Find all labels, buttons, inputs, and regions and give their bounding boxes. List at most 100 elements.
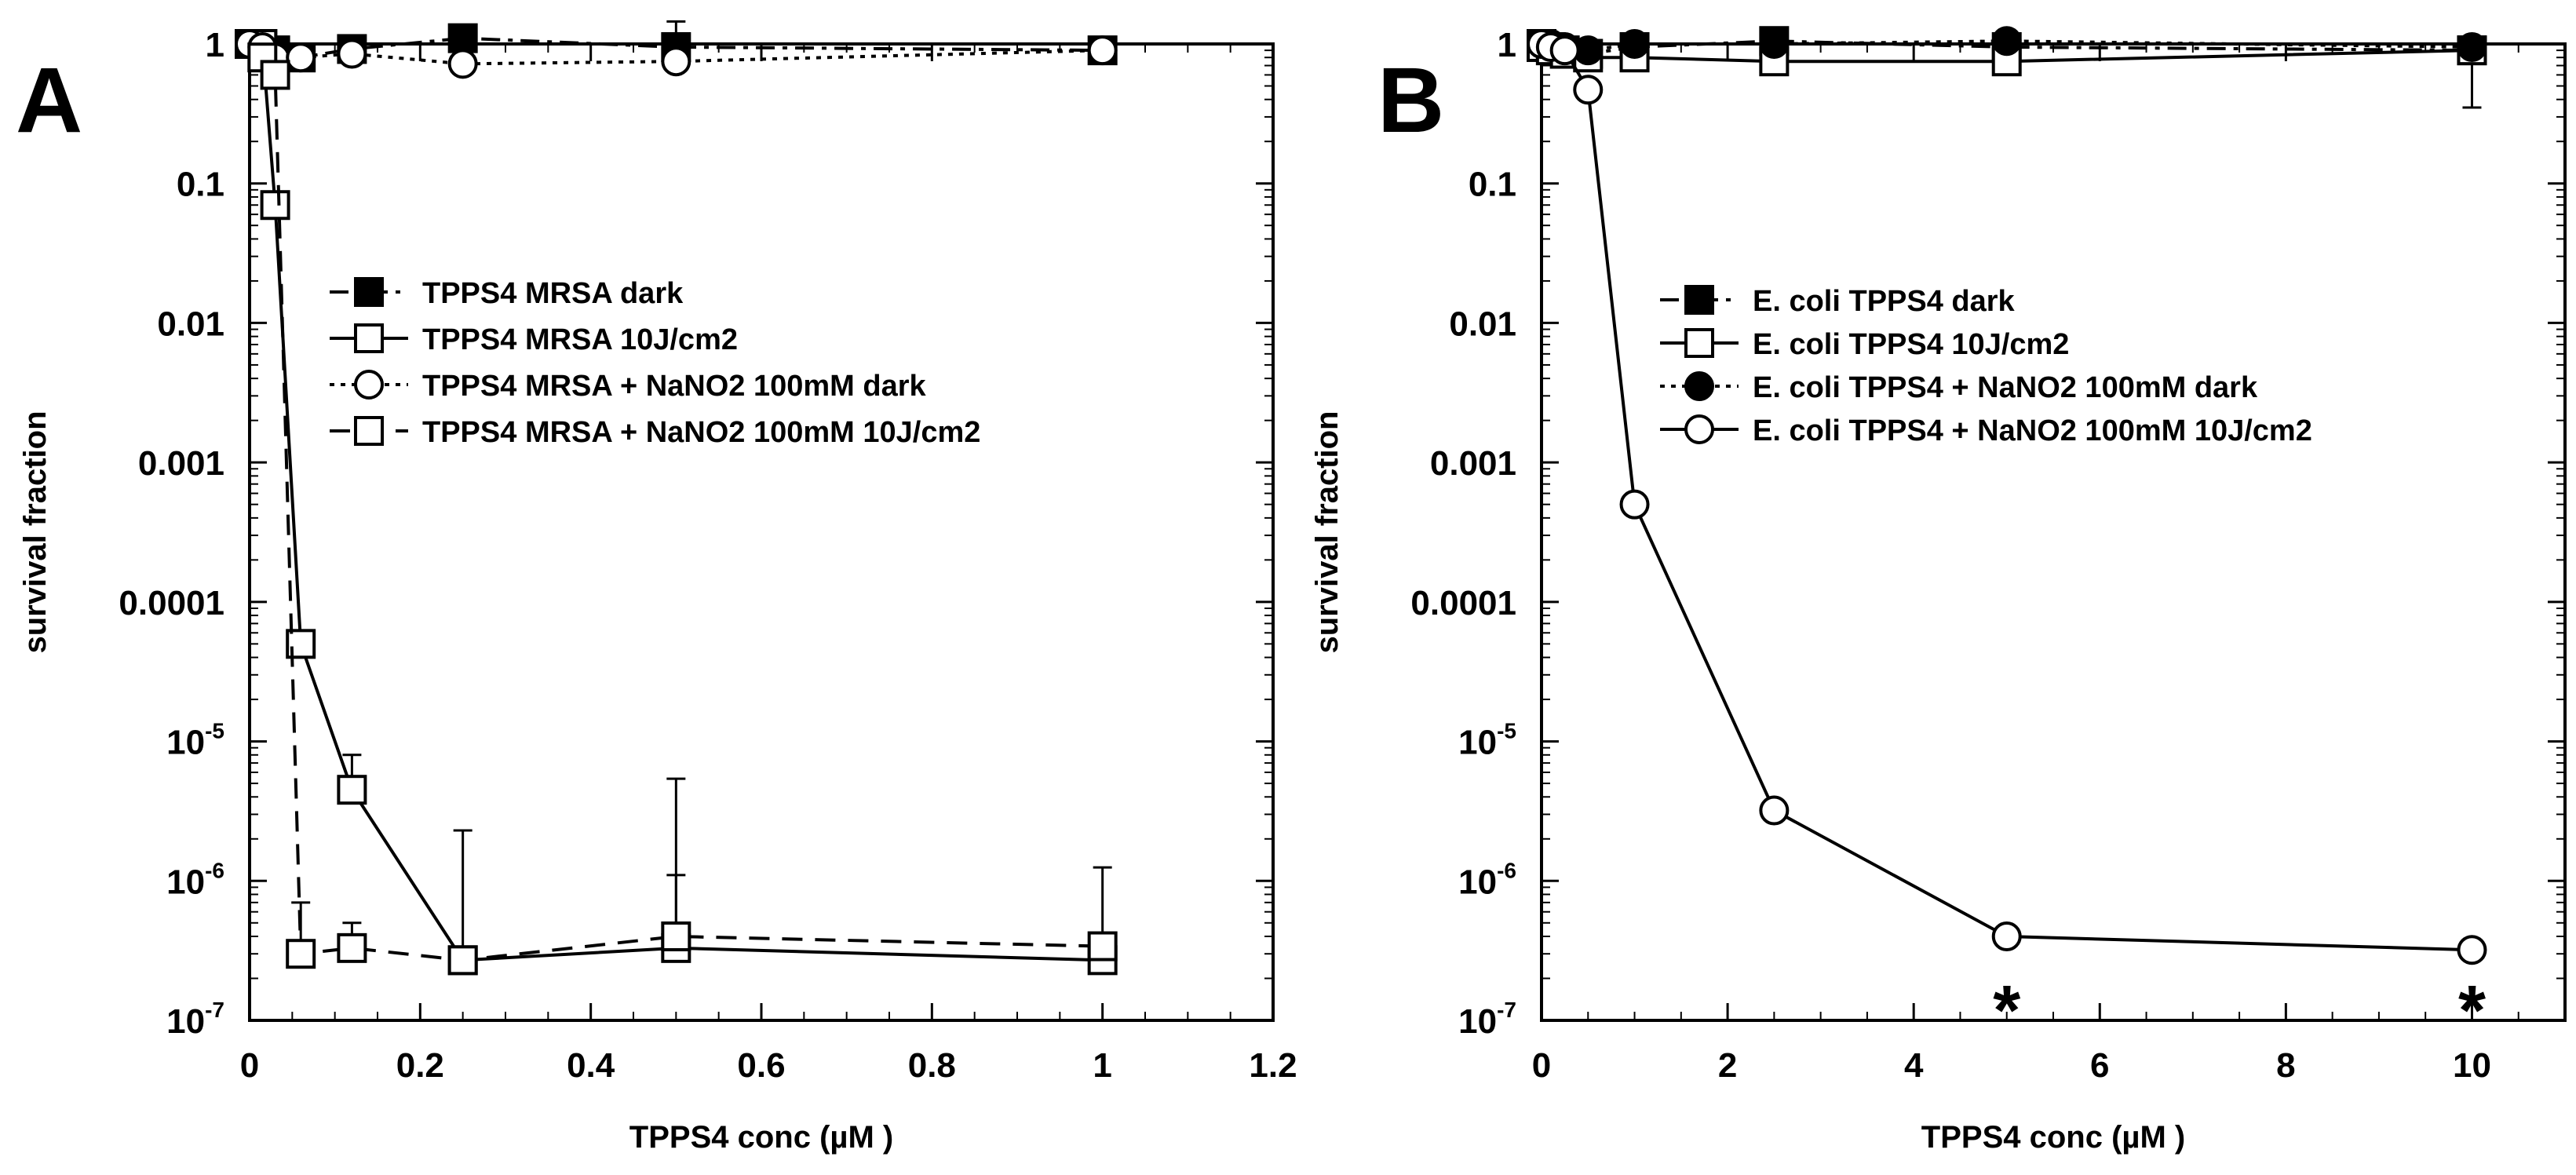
legend-marker xyxy=(354,416,384,446)
data-point xyxy=(1087,931,1118,962)
y-tick-exponent: -5 xyxy=(205,719,224,743)
legend-entry: TPPS4 MRSA + NaNO2 100mM dark xyxy=(330,370,927,403)
y-tick-label: 0.0001 xyxy=(1410,584,1516,622)
series-a-2 xyxy=(247,29,1118,976)
legend-marker xyxy=(1684,328,1714,358)
legend-entry: E. coli TPPS4 + NaNO2 100mM 10J/cm2 xyxy=(1660,414,2312,447)
y-tick-label: 0.0001 xyxy=(119,584,224,622)
data-point xyxy=(447,23,478,53)
legend-entry: TPPS4 MRSA + NaNO2 100mM 10J/cm2 xyxy=(330,416,980,449)
legend-entry: E. coli TPPS4 dark xyxy=(1660,285,2016,318)
data-point xyxy=(1759,29,1790,59)
data-point xyxy=(1573,75,1604,105)
y-tick-exponent: -7 xyxy=(1497,998,1516,1022)
data-point xyxy=(1991,26,2022,57)
panel-a: A0 0.2 0.4 0.6 0.8 1 1.210.10.010.0010.000110-… xyxy=(16,20,1297,1155)
panel-letter-b: B xyxy=(1377,49,1444,152)
x-axis-label-b: TPPS4 conc (µM ) xyxy=(1921,1120,2185,1155)
legend-label: TPPS4 MRSA + NaNO2 100mM 10J/cm2 xyxy=(422,416,980,449)
y-tick-label: 10-7 xyxy=(1458,998,1516,1041)
x-tick-label: 2 xyxy=(1718,1046,1737,1085)
y-tick-exponent: -5 xyxy=(1497,719,1516,743)
x-tick-label: 1.2 xyxy=(1249,1046,1297,1085)
data-point xyxy=(661,921,691,952)
y-tick-base: 10 xyxy=(1458,724,1497,762)
data-point xyxy=(1087,35,1118,66)
legend-marker xyxy=(1684,414,1714,444)
data-point xyxy=(1759,795,1790,826)
series-b-4 xyxy=(1527,29,2487,965)
data-point xyxy=(661,46,691,77)
data-point xyxy=(260,60,290,90)
data-point xyxy=(2457,31,2487,62)
data-point xyxy=(1619,489,1650,520)
significance-asterisk: * xyxy=(2458,972,2486,1050)
legend-label: TPPS4 MRSA + NaNO2 100mM dark xyxy=(422,370,927,403)
y-tick-label: 10-7 xyxy=(166,998,224,1041)
y-tick-label: 1 xyxy=(206,26,224,64)
y-axis-label-a: survival fraction xyxy=(18,411,53,653)
legend-entry: TPPS4 MRSA dark xyxy=(330,277,684,310)
series-line xyxy=(1541,42,2472,952)
y-tick-label: 0.1 xyxy=(177,166,224,204)
panel-letter-a: A xyxy=(16,49,82,152)
significance-asterisk: * xyxy=(1993,972,2020,1050)
y-tick-label: 0.01 xyxy=(1449,305,1516,343)
data-point xyxy=(1619,29,1650,59)
x-tick-label: 0.4 xyxy=(567,1046,615,1085)
data-point xyxy=(1991,921,2022,952)
series-line xyxy=(261,43,1103,962)
legend-label: E. coli TPPS4 dark xyxy=(1753,285,2016,318)
y-tick-label: 0.001 xyxy=(1430,444,1516,483)
y-tick-exponent: -6 xyxy=(1497,858,1516,882)
y-tick-exponent: -6 xyxy=(205,858,224,882)
legend-entry: E. coli TPPS4 10J/cm2 xyxy=(1660,328,2069,361)
x-tick-label: 0 xyxy=(1532,1046,1551,1085)
y-axis-label-b: survival fraction xyxy=(1310,411,1345,653)
legend-entry: E. coli TPPS4 + NaNO2 100mM dark xyxy=(1660,371,2258,404)
x-tick-label: 10 xyxy=(2453,1046,2491,1085)
legend-marker xyxy=(1684,371,1714,401)
y-tick-label: 10-5 xyxy=(1458,719,1516,762)
plot-frame-b xyxy=(1540,42,2567,1022)
legend-entry: TPPS4 MRSA 10J/cm2 xyxy=(330,323,738,356)
y-tick-label: 10-6 xyxy=(1458,858,1516,901)
legend-marker xyxy=(354,323,384,353)
y-tick-label: 1 xyxy=(1498,26,1516,64)
y-tick-label: 0.001 xyxy=(138,444,224,483)
data-point xyxy=(286,939,316,969)
data-point xyxy=(260,190,290,221)
data-point xyxy=(337,775,367,805)
y-tick-base: 10 xyxy=(1458,863,1497,901)
x-tick-label: 0.6 xyxy=(737,1046,785,1085)
y-tick-base: 10 xyxy=(166,863,205,901)
y-tick-base: 10 xyxy=(166,724,205,762)
x-tick-label: 0.2 xyxy=(396,1046,444,1085)
y-tick-base: 10 xyxy=(1458,1002,1497,1041)
legend-marker xyxy=(1684,285,1714,315)
panel-b: B0 2 4 6 8 1010.10.010.0010.000110-510-610-7T… xyxy=(1310,26,2567,1155)
series-line xyxy=(249,42,1103,66)
legend-marker xyxy=(354,370,384,400)
y-tick-label: 10-6 xyxy=(166,858,224,901)
series-a-4 xyxy=(247,42,1118,976)
data-point xyxy=(286,42,316,73)
y-tick-base: 10 xyxy=(166,1002,205,1041)
y-tick-exponent: -7 xyxy=(205,998,224,1022)
data-point xyxy=(447,49,478,79)
legend-label: E. coli TPPS4 + NaNO2 100mM dark xyxy=(1753,371,2258,404)
y-tick-label: 10-5 xyxy=(166,719,224,762)
x-axis-label-a: TPPS4 conc (µM ) xyxy=(629,1120,893,1155)
data-point xyxy=(337,932,367,963)
y-tick-label: 0.01 xyxy=(157,305,224,343)
x-tick-label: 0.8 xyxy=(908,1046,956,1085)
legend-marker xyxy=(354,277,384,307)
plot-frame-a xyxy=(248,42,1275,1022)
legend-label: E. coli TPPS4 10J/cm2 xyxy=(1753,328,2069,361)
y-tick-label: 0.1 xyxy=(1469,166,1516,204)
legend-label: TPPS4 MRSA 10J/cm2 xyxy=(422,323,738,356)
legend-label: TPPS4 MRSA dark xyxy=(422,277,684,310)
data-point xyxy=(447,945,478,976)
x-tick-label: 4 xyxy=(1904,1046,1924,1085)
